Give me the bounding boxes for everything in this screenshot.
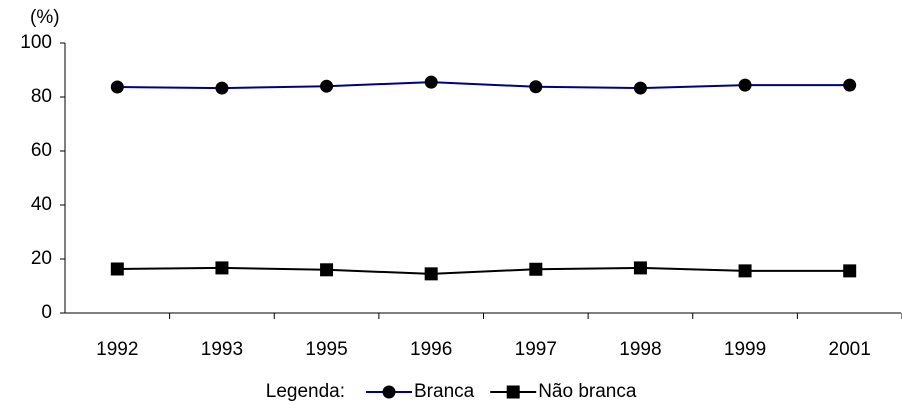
marker [738,264,752,278]
legend-title: Legenda: [266,381,345,402]
x-tick-label: 1999 [724,339,766,360]
y-axis-label: (%) [30,7,60,28]
marker [633,261,647,275]
marker [633,81,647,95]
y-tick-label: 100 [20,32,52,53]
legend-label: Branca [414,381,475,402]
marker [215,81,229,95]
x-tick-label: 1995 [305,339,347,360]
y-tick-label: 40 [31,194,52,215]
y-tick-label: 20 [31,248,52,269]
marker [215,261,229,275]
marker [506,385,520,399]
marker [110,262,124,276]
marker [382,385,396,399]
marker [529,80,543,94]
series-line [117,81,850,90]
x-tick-label: 1996 [410,339,452,360]
x-tick-label: 1997 [515,339,557,360]
x-tick-label: 2001 [829,339,871,360]
x-tick-label: 1993 [201,339,243,360]
x-tick-label: 1992 [96,339,138,360]
marker [529,262,543,276]
marker [320,263,334,277]
marker [843,264,857,278]
marker [738,78,752,92]
marker [424,75,438,89]
marker [424,267,438,281]
marker [320,79,334,93]
marker [110,80,124,94]
y-tick-label: 0 [41,302,52,323]
x-tick-label: 1998 [619,339,661,360]
series-line [117,266,850,275]
legend-label: Não branca [538,381,637,402]
y-tick-label: 80 [31,86,52,107]
y-tick-label: 60 [31,140,52,161]
marker [843,78,857,92]
